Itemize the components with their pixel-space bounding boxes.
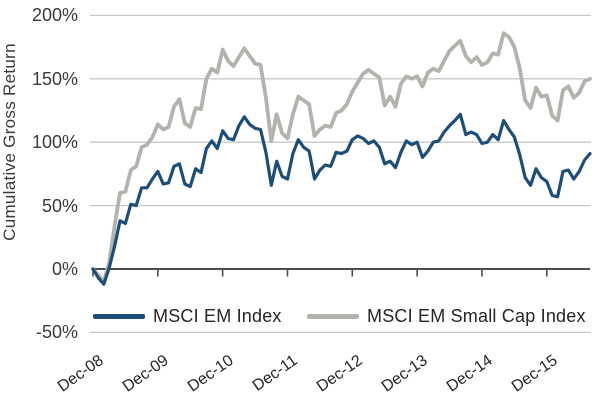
msci-em-index-line — [91, 112, 592, 286]
legend-item-msci-em: MSCI EM Index — [93, 306, 282, 326]
legend-swatch-msci-em-small-cap — [307, 313, 359, 319]
legend-swatch-msci-em — [93, 313, 145, 319]
msci-em-small-cap-index-line — [91, 31, 592, 284]
legend-label-msci-em: MSCI EM Index — [153, 305, 282, 326]
y-tick-label: 0% — [51, 259, 78, 279]
y-tick-label: 50% — [41, 195, 78, 216]
y-tick-label: 100% — [31, 132, 78, 153]
y-tick-label: 150% — [31, 68, 78, 89]
legend-label-msci-em-small-cap: MSCI EM Small Cap Index — [367, 305, 586, 326]
legend-item-msci-em-small-cap: MSCI EM Small Cap Index — [307, 306, 586, 326]
y-tick-label: -50% — [35, 322, 78, 343]
y-tick-label: 200% — [31, 5, 78, 26]
